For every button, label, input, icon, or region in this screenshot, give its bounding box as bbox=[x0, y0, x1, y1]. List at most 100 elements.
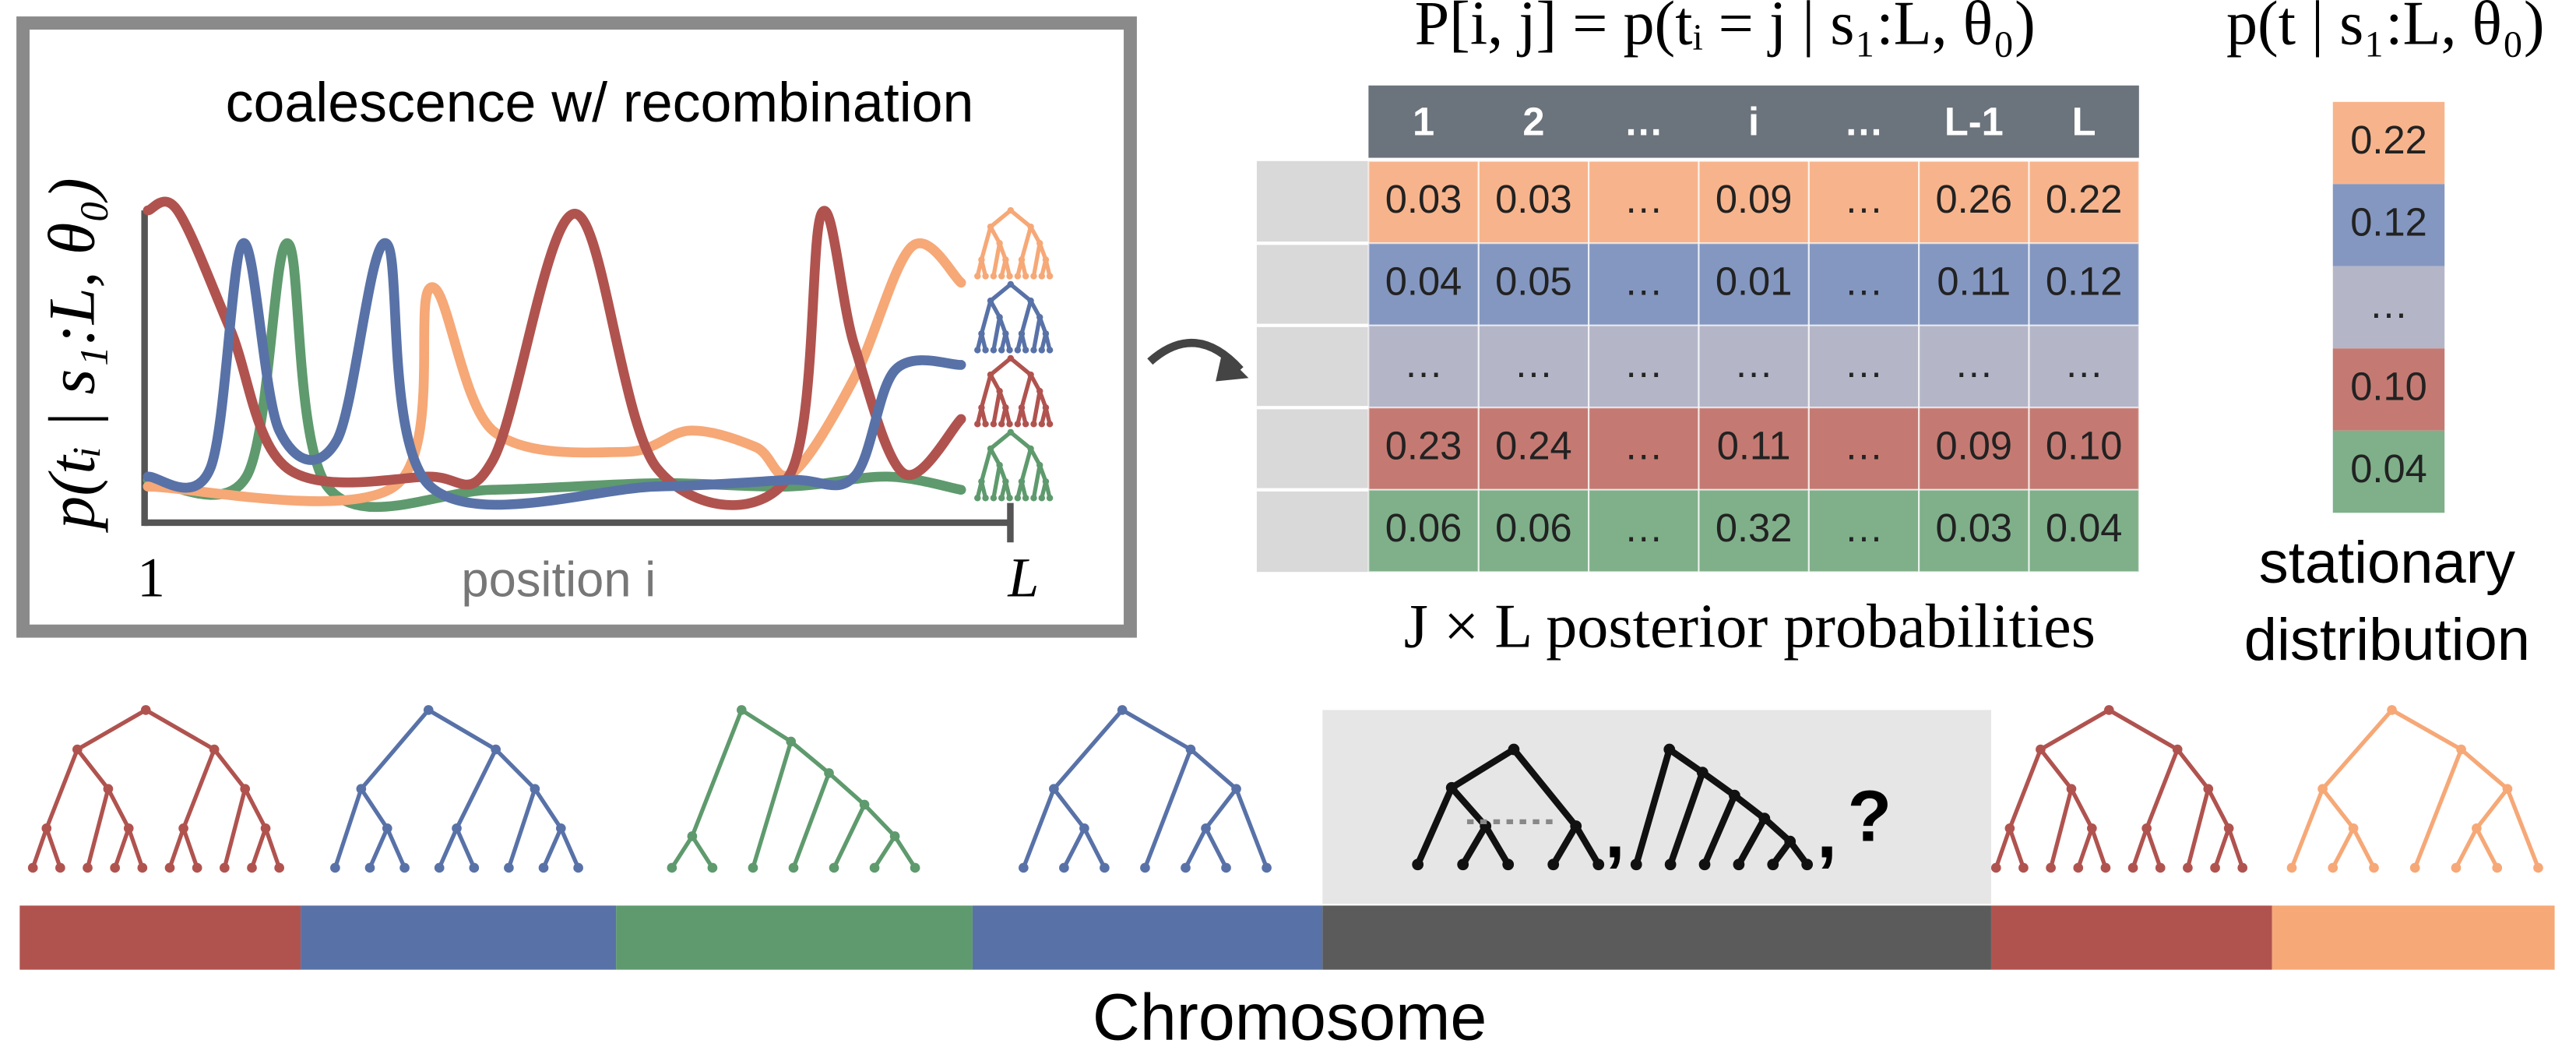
column-header: L-1 bbox=[1944, 100, 2004, 144]
branch bbox=[2507, 789, 2539, 868]
leaf bbox=[2128, 863, 2138, 873]
node bbox=[1008, 355, 1014, 361]
branch bbox=[2051, 789, 2071, 868]
branch bbox=[456, 749, 495, 828]
branch bbox=[2147, 749, 2178, 828]
leaf bbox=[1699, 858, 1711, 870]
leaf bbox=[982, 273, 988, 279]
leaf bbox=[1022, 347, 1029, 353]
branch bbox=[895, 836, 915, 868]
branch bbox=[2215, 828, 2229, 868]
column-header: i bbox=[1748, 100, 1759, 144]
page: coalescence w/ recombination p(tᵢ | s₁:L… bbox=[0, 0, 2576, 1054]
branch bbox=[361, 710, 428, 788]
leaf bbox=[998, 495, 1005, 501]
unknown-mark: ? bbox=[1847, 775, 1892, 856]
matrix-cell: 0.03 bbox=[1385, 177, 1462, 221]
branch bbox=[2392, 710, 2462, 749]
leaf bbox=[974, 495, 980, 501]
chromosome-label: Chromosome bbox=[1093, 981, 1487, 1054]
matrix-cell: … bbox=[1404, 341, 1444, 386]
branch bbox=[1185, 828, 1205, 868]
tree bbox=[667, 705, 920, 872]
branch bbox=[2456, 828, 2476, 868]
leaf bbox=[220, 863, 230, 873]
branch bbox=[1145, 749, 1191, 868]
branch bbox=[387, 828, 404, 868]
matrix-cell: 0.22 bbox=[2046, 177, 2123, 221]
branch bbox=[77, 710, 146, 749]
matrix-cell: 0.10 bbox=[2046, 423, 2123, 467]
x-end: L bbox=[1007, 546, 1039, 608]
chromosome-segment bbox=[2272, 905, 2555, 969]
leaf bbox=[1039, 495, 1045, 501]
y-label: p(tᵢ | s₁:L, θ₀) bbox=[37, 178, 109, 533]
leaf bbox=[2287, 863, 2297, 873]
leaf bbox=[1412, 858, 1423, 870]
node bbox=[1008, 281, 1014, 287]
leaf bbox=[83, 863, 93, 873]
tree bbox=[1991, 705, 2247, 872]
matrix-cell: 0.04 bbox=[1385, 259, 1462, 303]
branch bbox=[2071, 789, 2092, 829]
matrix-cell: 0.12 bbox=[2046, 259, 2123, 303]
branch bbox=[834, 805, 864, 868]
branch bbox=[2187, 789, 2208, 868]
leaf bbox=[1022, 421, 1029, 427]
matrix-cell: … bbox=[2064, 341, 2104, 386]
leaf bbox=[1015, 273, 1021, 279]
leaf bbox=[974, 273, 980, 279]
leaf bbox=[2533, 863, 2543, 873]
branch bbox=[115, 828, 129, 868]
leaf bbox=[138, 863, 148, 873]
node bbox=[1117, 705, 1128, 715]
node bbox=[2387, 705, 2397, 715]
stationary-caption: distribution bbox=[2244, 607, 2530, 673]
matrix-cell: 0.05 bbox=[1495, 259, 1572, 303]
branch bbox=[2415, 749, 2461, 868]
leaf bbox=[998, 273, 1005, 279]
branch bbox=[2092, 828, 2106, 868]
stationary-value: 0.12 bbox=[2350, 199, 2427, 244]
leaf bbox=[435, 863, 445, 873]
matrix-cell: … bbox=[1624, 423, 1663, 467]
branch bbox=[1206, 828, 1226, 868]
leaf bbox=[2018, 863, 2029, 873]
leaf bbox=[991, 347, 997, 353]
leaf bbox=[1059, 863, 1069, 873]
leaf bbox=[974, 347, 980, 353]
leaf bbox=[982, 347, 988, 353]
branch bbox=[214, 749, 245, 789]
leaf bbox=[2046, 863, 2056, 873]
matrix-cell: 0.09 bbox=[1716, 177, 1793, 221]
matrix-cell: 0.24 bbox=[1495, 423, 1572, 467]
leaf bbox=[274, 863, 284, 873]
matrix-cell: … bbox=[1514, 341, 1554, 386]
leaf bbox=[2101, 863, 2111, 873]
branch bbox=[2323, 710, 2392, 788]
branch bbox=[692, 836, 713, 868]
matrix-cell: … bbox=[1954, 341, 1994, 386]
matrix-cell: … bbox=[1844, 259, 1884, 303]
branch bbox=[2010, 749, 2041, 828]
leaf bbox=[2369, 863, 2379, 873]
leaf bbox=[1039, 421, 1045, 427]
leaf bbox=[1019, 863, 1029, 873]
column-header: … bbox=[1844, 100, 1884, 144]
branch bbox=[1206, 789, 1237, 829]
leaf bbox=[539, 863, 549, 873]
branch bbox=[1237, 789, 1267, 868]
matrix-cell: … bbox=[1844, 506, 1884, 550]
matrix-cell: … bbox=[1844, 341, 1884, 386]
leaf bbox=[667, 863, 677, 873]
branch bbox=[2462, 749, 2507, 789]
leaf bbox=[1047, 273, 1053, 279]
branch bbox=[741, 710, 790, 742]
separator: , bbox=[1605, 791, 1625, 872]
matrix-cell: 0.11 bbox=[1937, 259, 2011, 303]
branch bbox=[2476, 789, 2507, 829]
matrix-cell: 0.26 bbox=[1936, 177, 2013, 221]
matrix-cell: 0.06 bbox=[1495, 506, 1572, 550]
leaf bbox=[1047, 347, 1053, 353]
branch bbox=[1122, 710, 1191, 749]
